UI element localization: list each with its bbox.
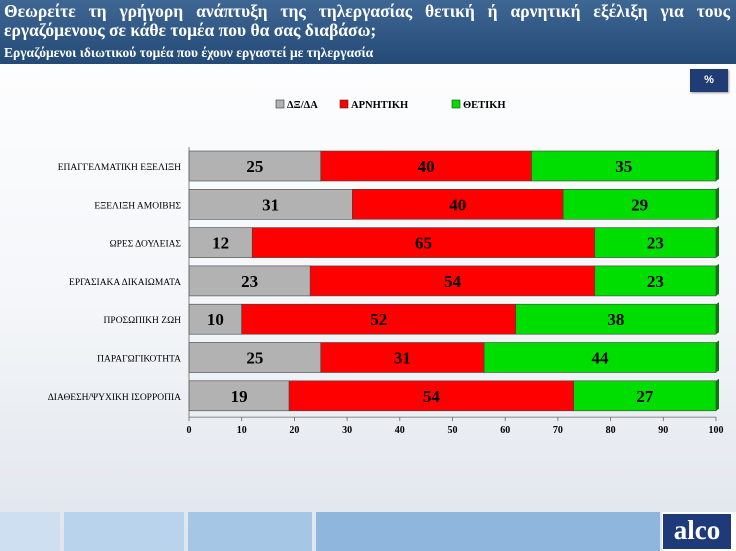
- bar-segment: [288, 380, 575, 412]
- data-label: 23: [647, 272, 664, 291]
- x-tick-label: 80: [606, 425, 616, 436]
- legend-label: ΑΡΝΗΤΙΚΗ: [351, 100, 408, 111]
- x-tick-label: 20: [289, 425, 299, 436]
- category-label: ΠΑΡΑΓΩΓΙΚΟΤΗΤΑ: [97, 355, 181, 365]
- bar-segment: [320, 150, 532, 182]
- data-label: 31: [262, 195, 279, 214]
- data-label: 40: [418, 157, 435, 176]
- bar-depth: [716, 187, 719, 220]
- bar-depth: [716, 225, 719, 258]
- data-label: 35: [615, 157, 632, 176]
- x-tick-label: 30: [342, 425, 352, 436]
- footer-block: [316, 512, 660, 551]
- bar-segment: [483, 342, 717, 373]
- footer-block: [0, 512, 60, 551]
- category-label: ΕΡΓΑΣΙΑΚΑ ΔΙΚΑΙΩΜΑΤΑ: [69, 278, 181, 288]
- chart-bars: 25 40 35 31 40 29 12 65 23 23 54 23 10 52 38 25 31 44 19 54…: [188, 149, 719, 412]
- footer-block: [64, 512, 184, 551]
- bar-segment: [531, 150, 717, 182]
- x-tick-label: 60: [500, 425, 510, 436]
- chart-legend: ΔΞ/ΔΑ ΑΡΝΗΤΙΚΗ ΘΕΤΙΚΗ: [275, 99, 506, 111]
- legend-label: ΘΕΤΙΚΗ: [463, 100, 506, 111]
- legend-label: ΔΞ/ΔΑ: [287, 100, 318, 111]
- bar-segment: [188, 265, 311, 297]
- x-tick-label: 50: [448, 425, 458, 436]
- footer-bar: [0, 512, 736, 551]
- bar-segment: [352, 189, 564, 220]
- category-label: ΕΠΑΓΓΕΛΜΑΤΙΚΗ ΕΞΕΛΙΞΗ: [58, 163, 181, 173]
- data-label: 38: [607, 310, 624, 329]
- category-label: ΩΡΕΣ ΔΟΥΛΕΙΑΣ: [110, 240, 182, 250]
- header-banner: Θεωρείτε τη γρήγορη ανάπτυξη της τηλεργα…: [0, 0, 736, 64]
- x-axis: 0 10 20 30 40 50 60 70 80 90 100: [187, 147, 724, 436]
- x-tick-label: 90: [658, 425, 668, 436]
- legend-swatch: [275, 99, 285, 109]
- bar-segment: [188, 227, 253, 258]
- bar-depth: [716, 302, 719, 335]
- data-label: 40: [449, 195, 466, 214]
- data-label: 27: [636, 387, 654, 406]
- x-tick-label: 100: [709, 425, 724, 436]
- category-label: ΔΙΑΘΕΣΗ/ΨΥΧΙΚΗ ΙΣΟΡΡΟΠΙΑ: [48, 393, 181, 403]
- legend-swatch: [339, 99, 349, 109]
- question-title: Θεωρείτε τη γρήγορη ανάπτυξη της τηλεργα…: [4, 1, 730, 40]
- bar-segment: [562, 189, 717, 220]
- data-label: 44: [592, 349, 610, 368]
- data-label: 29: [631, 195, 648, 214]
- footer-block: [188, 512, 312, 551]
- bar-segment: [188, 189, 353, 220]
- bar-segment: [594, 265, 717, 297]
- bar-segment: [188, 342, 322, 373]
- x-tick-label: 40: [395, 425, 405, 436]
- bar-segment: [320, 342, 485, 373]
- bar-segment: [241, 303, 517, 335]
- category-label: ΕΞΕΛΙΞΗ ΑΜΟΙΒΗΣ: [94, 201, 181, 211]
- category-label: ΠΡΟΣΩΠΙΚΗ ΖΩΗ: [104, 316, 182, 326]
- bar-depth: [716, 378, 719, 411]
- bar-segment: [309, 265, 596, 297]
- data-label: 10: [207, 310, 224, 329]
- bar-depth: [716, 340, 719, 373]
- bar-depth: [716, 263, 719, 296]
- alco-logo: alco: [663, 514, 731, 549]
- question-subtitle: Εργαζόμενοι ιδιωτικού τομέα που έχουν ερ…: [4, 45, 374, 60]
- data-label: 25: [246, 157, 263, 176]
- bar-depth: [716, 149, 719, 181]
- data-label: 54: [423, 387, 441, 406]
- bar-segment: [594, 227, 717, 258]
- x-tick-label: 10: [237, 425, 247, 436]
- bar-segment: [251, 227, 596, 258]
- unit-badge: %: [690, 69, 728, 92]
- data-label: 25: [246, 349, 263, 368]
- data-label: 12: [212, 234, 229, 253]
- bar-segment: [515, 303, 717, 335]
- data-label: 54: [444, 272, 462, 291]
- data-label: 19: [231, 387, 248, 406]
- x-tick-label: 0: [187, 425, 192, 436]
- data-label: 23: [647, 234, 664, 253]
- bar-segment: [188, 150, 322, 182]
- category-labels: ΕΠΑΓΓΕΛΜΑΤΙΚΗ ΕΞΕΛΙΞΗ ΕΞΕΛΙΞΗ ΑΜΟΙΒΗΣ ΩΡΕΣ…: [48, 163, 182, 403]
- data-label: 52: [370, 310, 387, 329]
- x-tick-label: 70: [553, 425, 563, 436]
- data-label: 31: [394, 349, 411, 368]
- data-label: 23: [241, 272, 258, 291]
- bar-segment: [188, 303, 243, 335]
- stacked-bar-chart: ΔΞ/ΔΑ ΑΡΝΗΤΙΚΗ ΘΕΤΙΚΗ 25 40 35 31 40 29 12 65 23 23…: [48, 99, 724, 436]
- bar-segment: [573, 380, 717, 412]
- legend-swatch: [451, 99, 461, 109]
- data-label: 65: [415, 234, 432, 253]
